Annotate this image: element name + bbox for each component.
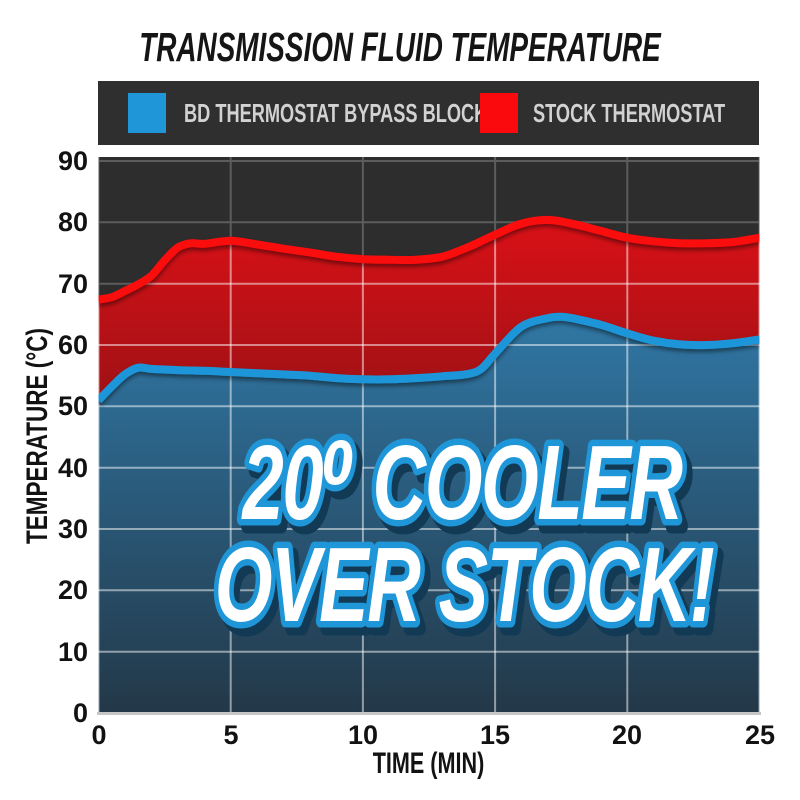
y-tick-label: 40 — [57, 453, 88, 483]
x-tick-label: 15 — [479, 720, 511, 750]
x-tick-label: 10 — [347, 720, 379, 750]
y-tick-label: 20 — [57, 575, 88, 605]
watermark-line1-shadow: 20⁰ COOLER — [246, 431, 688, 549]
y-tick-label: 10 — [57, 637, 88, 667]
x-tick-label: 20 — [611, 720, 643, 750]
y-tick-label: 0 — [72, 698, 88, 728]
x-axis-label: TIME (MIN) — [372, 747, 485, 780]
watermark-line2-shadow: OVER STOCK! — [220, 533, 719, 651]
legend-label-stock: STOCK THERMOSTAT — [533, 98, 726, 128]
legend-swatch-bd-bypass — [128, 93, 166, 133]
watermark-line1: 20⁰ COOLER — [241, 424, 683, 542]
watermark-line2: OVER STOCK! — [215, 526, 714, 644]
watermark: 20⁰ COOLER OVER STOCK! 20⁰ COOLER OVER S… — [209, 419, 726, 658]
y-tick-label: 50 — [57, 391, 88, 421]
y-tick-label: 90 — [57, 146, 88, 176]
chart-title: TRANSMISSION FLUID TEMPERATURE — [139, 24, 661, 70]
y-tick-label: 30 — [57, 514, 88, 544]
grid-lines — [98, 316, 760, 713]
y-tick-label: 60 — [57, 330, 88, 360]
x-tick-label: 5 — [223, 720, 239, 750]
y-tick-label: 70 — [57, 269, 88, 299]
x-tick-label: 25 — [744, 720, 776, 750]
x-tick-label: 0 — [91, 720, 107, 750]
bd-bypass-line — [98, 312, 760, 404]
stock-thermostat-line — [98, 215, 760, 304]
legend-bar: BD THERMOSTAT BYPASS BLOCK STOCK THERMOS… — [98, 81, 759, 145]
bd-bypass-area — [98, 316, 760, 713]
y-tick-label: 80 — [57, 207, 88, 237]
legend-swatch-stock — [480, 93, 518, 133]
y-axis-label: TEMPERATURE (°C) — [21, 327, 54, 545]
plot-layers — [98, 157, 760, 713]
legend-label-bd-bypass: BD THERMOSTAT BYPASS BLOCK — [184, 98, 488, 128]
